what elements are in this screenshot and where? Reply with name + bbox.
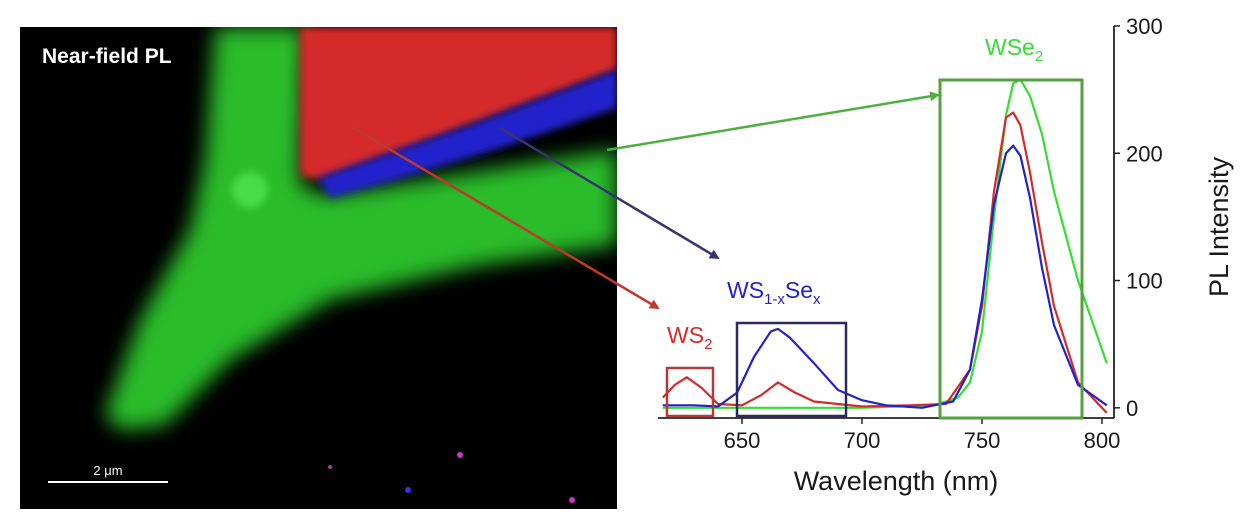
pl-speck xyxy=(405,487,411,493)
ws2-arrow xyxy=(351,125,660,310)
y-tick-label: 200 xyxy=(1126,141,1163,166)
scale-bar-label: 2 μm xyxy=(93,463,122,478)
pl-speck xyxy=(457,452,463,458)
alloy-label: WS1-xSex xyxy=(727,277,821,308)
wse2-arrow xyxy=(606,91,940,152)
image-title: Near-field PL xyxy=(42,45,172,68)
near-field-pl-image: Near-field PL 2 μm xyxy=(20,27,617,509)
x-axis-title: Wavelength (nm) xyxy=(794,466,999,496)
y-tick-label: 300 xyxy=(1126,14,1163,39)
x-tick-label: 700 xyxy=(844,428,881,453)
y-tick-label: 0 xyxy=(1126,396,1138,421)
pl-speck xyxy=(328,465,332,469)
green-wse2-region xyxy=(105,27,617,430)
alloy-region-box xyxy=(735,321,848,418)
y-axis-title: PL Intensity xyxy=(1204,156,1234,297)
series-line-1 xyxy=(662,111,1108,414)
wse2-region-box xyxy=(938,78,1084,420)
ws2-region-box xyxy=(665,366,715,418)
series-line-2 xyxy=(662,144,1108,409)
alloy-arrow xyxy=(499,126,720,260)
ws2-label: WS2 xyxy=(667,322,712,353)
x-tick-label: 650 xyxy=(724,428,761,453)
x-tick-label: 750 xyxy=(964,428,1001,453)
wse2-label: WSe2 xyxy=(985,34,1043,65)
blue-alloy-region xyxy=(318,70,617,198)
series-lines xyxy=(662,78,1108,414)
x-tick-label: 800 xyxy=(1084,428,1121,453)
y-tick-label: 100 xyxy=(1126,269,1163,294)
pl-speck xyxy=(569,497,575,503)
